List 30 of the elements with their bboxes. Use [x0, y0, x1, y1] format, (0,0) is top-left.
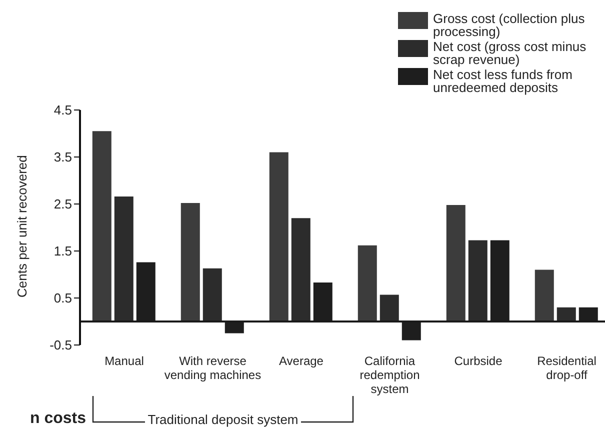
text: n costs — [30, 410, 86, 427]
bar — [114, 196, 134, 322]
x-tick-label: California redemption system — [360, 354, 420, 396]
bar — [468, 240, 488, 322]
text: Traditional deposit system — [144, 412, 302, 427]
y-tick-label: 1.5 — [54, 244, 72, 259]
y-tick-label: 3.5 — [54, 150, 72, 165]
legend-label: Gross cost (collection plus processing) — [433, 11, 586, 39]
y-tick-label: 4.5 — [54, 102, 72, 118]
x-tick-label: Manual — [104, 354, 144, 368]
x-tick-label: With reverse vending machines — [164, 354, 262, 382]
x-tick-label: Average — [279, 354, 324, 368]
bar — [291, 218, 310, 322]
y-axis-title: Cents per unit recovered — [14, 155, 30, 298]
legend-label: Net cost (gross cost minus scrap revenue) — [433, 39, 588, 67]
bar — [556, 307, 576, 322]
legend-label: Net cost less funds from unredeemed deposits — [433, 67, 574, 95]
x-tick-label: Curbside — [454, 354, 503, 368]
y-tick-label: -0.5 — [50, 338, 72, 353]
bar — [92, 131, 112, 322]
x-tick-label: Residential drop-off — [537, 354, 596, 382]
bar — [380, 294, 399, 322]
bar — [180, 203, 200, 322]
bar — [446, 204, 466, 322]
bar — [534, 270, 554, 322]
bar — [202, 268, 222, 322]
bar — [269, 152, 288, 322]
y-tick-label: 2.5 — [54, 196, 72, 212]
y-tick-label: 0.5 — [54, 290, 72, 306]
bar — [358, 245, 377, 322]
